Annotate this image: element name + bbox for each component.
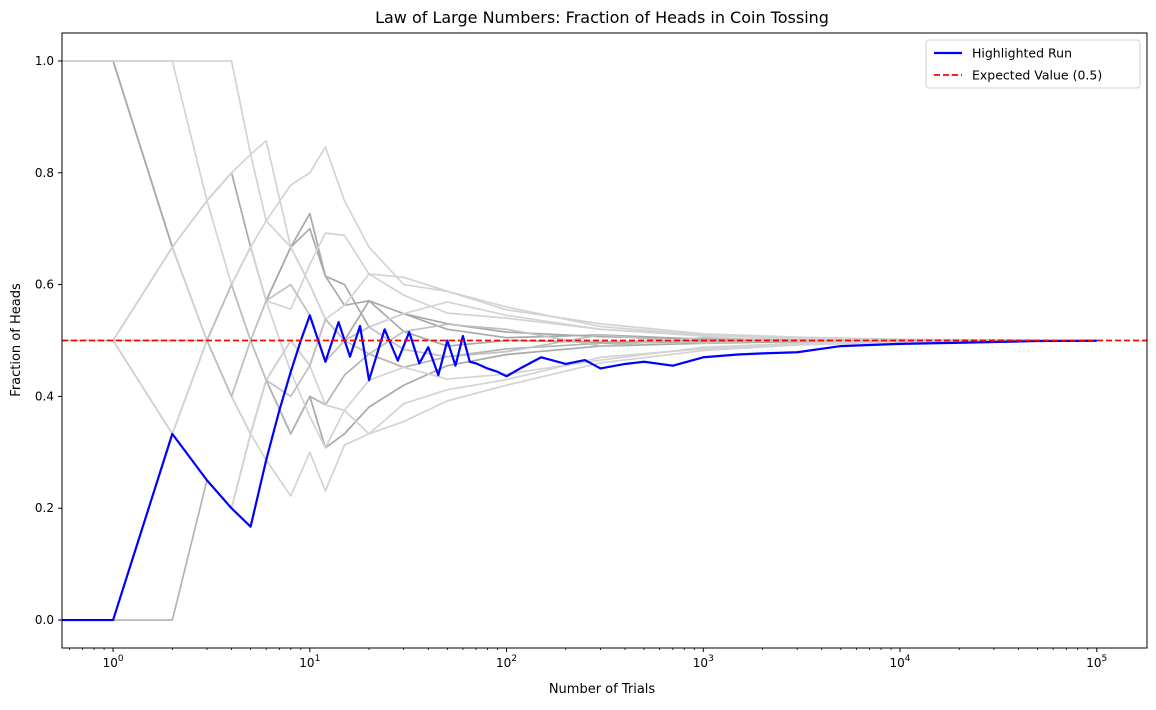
y-axis-label: Fraction of Heads bbox=[9, 283, 24, 397]
background-run-line-2 bbox=[62, 339, 1097, 449]
background-run-line-11 bbox=[62, 232, 1097, 342]
x-tick-label: 101 bbox=[299, 654, 320, 670]
legend-label: Expected Value (0.5) bbox=[972, 68, 1102, 83]
axes: 100 101 102 103 104 105 0.0 0.2 0.4 0.6 0.8 1.0 bbox=[35, 32, 1148, 670]
y-tick-label: 0.6 bbox=[35, 278, 54, 292]
x-axis-label: Number of Trials bbox=[549, 682, 656, 697]
background-run-line-4 bbox=[62, 60, 1097, 347]
background-run-line-6 bbox=[62, 60, 1097, 342]
background-run-line-14 bbox=[62, 318, 1097, 398]
y-tick-label: 0.0 bbox=[35, 613, 54, 627]
y-tick-label: 0.8 bbox=[35, 166, 54, 180]
plot-area bbox=[62, 60, 1147, 622]
legend-label: Highlighted Run bbox=[972, 46, 1072, 61]
x-tick-label: 103 bbox=[693, 654, 714, 670]
background-run-line-10 bbox=[62, 339, 1097, 621]
y-tick-label: 1.0 bbox=[35, 54, 54, 68]
legend-box bbox=[925, 39, 1141, 89]
highlighted-run-line bbox=[62, 314, 1097, 622]
background-run-line-7 bbox=[62, 60, 1097, 342]
x-tick-label: 100 bbox=[103, 654, 124, 670]
background-run-line-13 bbox=[62, 283, 1097, 363]
chart-title: Law of Large Numbers: Fraction of Heads … bbox=[375, 8, 829, 27]
background-run-line-8 bbox=[62, 140, 1097, 342]
background-run-line-1 bbox=[62, 60, 1097, 342]
background-run-line-5 bbox=[62, 339, 1097, 621]
y-tick-label: 0.4 bbox=[35, 389, 54, 403]
plot-frame bbox=[61, 32, 1148, 649]
x-tick-label: 104 bbox=[890, 654, 911, 670]
legend: Highlighted Run Expected Value (0.5) bbox=[925, 39, 1141, 89]
x-tick-label: 102 bbox=[496, 654, 517, 670]
x-tick-label: 105 bbox=[1086, 654, 1107, 670]
y-tick-label: 0.2 bbox=[35, 501, 54, 515]
